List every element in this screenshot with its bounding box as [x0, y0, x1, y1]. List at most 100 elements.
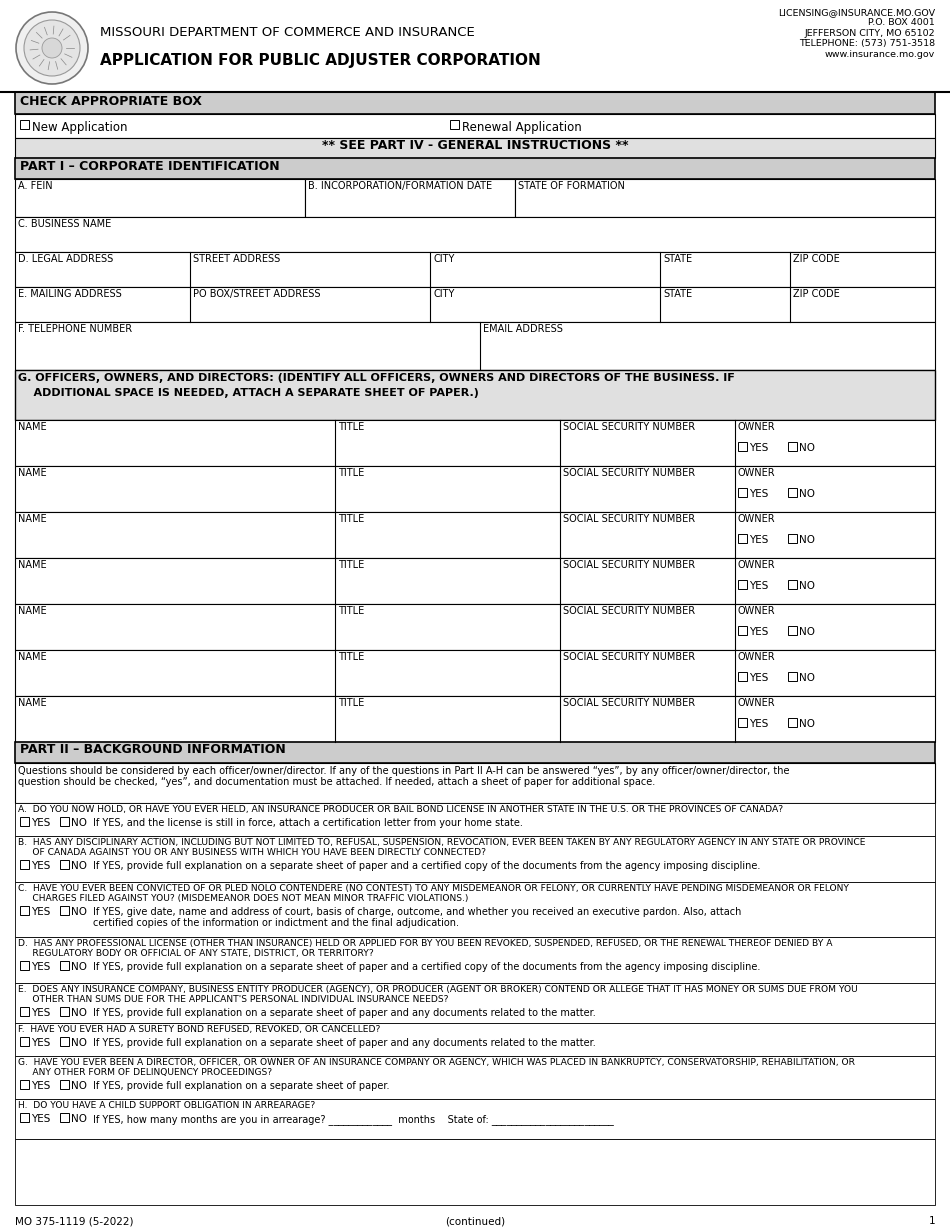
Text: NO: NO — [71, 962, 87, 972]
Bar — [15, 604, 935, 649]
Text: TITLE: TITLE — [338, 514, 364, 524]
Text: OWNER: OWNER — [738, 606, 775, 616]
Text: MISSOURI DEPARTMENT OF COMMERCE AND INSURANCE: MISSOURI DEPARTMENT OF COMMERCE AND INSU… — [100, 26, 475, 38]
Text: If YES, and the license is still in force, attach a certification letter from yo: If YES, and the license is still in forc… — [93, 818, 523, 828]
Text: NO: NO — [71, 861, 87, 871]
Text: STREET ADDRESS: STREET ADDRESS — [193, 255, 280, 264]
Text: B.  HAS ANY DISCIPLINARY ACTION, INCLUDING BUT NOT LIMITED TO, REFUSAL, SUSPENSI: B. HAS ANY DISCIPLINARY ACTION, INCLUDIN… — [18, 838, 865, 847]
Bar — [788, 672, 797, 681]
Bar — [738, 672, 747, 681]
Text: C.  HAVE YOU EVER BEEN CONVICTED OF OR PLED NOLO CONTENDERE (NO CONTEST) TO ANY : C. HAVE YOU EVER BEEN CONVICTED OF OR PL… — [18, 884, 849, 893]
Text: NO: NO — [799, 627, 815, 637]
Text: YES: YES — [31, 1081, 50, 1091]
Bar — [15, 882, 935, 937]
Text: SOCIAL SECURITY NUMBER: SOCIAL SECURITY NUMBER — [563, 697, 695, 708]
Bar — [20, 1007, 29, 1016]
Bar — [60, 817, 69, 827]
Text: NAME: NAME — [18, 514, 47, 524]
Text: OWNER: OWNER — [738, 467, 775, 478]
Bar — [0, 0, 950, 92]
Bar — [450, 121, 459, 129]
Text: YES: YES — [31, 861, 50, 871]
Text: LICENSING@INSURANCE.MO.GOV
P.O. BOX 4001
JEFFERSON CITY, MO 65102
TELEPHONE: (57: LICENSING@INSURANCE.MO.GOV P.O. BOX 4001… — [778, 9, 935, 59]
Text: If YES, how many months are you in arrearage? _____________  months    State of:: If YES, how many months are you in arrea… — [93, 1114, 614, 1125]
Text: E. MAILING ADDRESS: E. MAILING ADDRESS — [18, 289, 122, 299]
Bar — [20, 121, 29, 129]
Bar — [788, 581, 797, 589]
Text: TITLE: TITLE — [338, 422, 364, 432]
Bar — [15, 937, 935, 983]
Bar — [15, 157, 935, 180]
Text: EMAIL ADDRESS: EMAIL ADDRESS — [483, 323, 562, 335]
Bar — [15, 1057, 935, 1098]
Text: NO: NO — [799, 581, 815, 590]
Text: NAME: NAME — [18, 697, 47, 708]
Text: D.  HAS ANY PROFESSIONAL LICENSE (OTHER THAN INSURANCE) HELD OR APPLIED FOR BY Y: D. HAS ANY PROFESSIONAL LICENSE (OTHER T… — [18, 938, 832, 948]
Text: YES: YES — [749, 490, 769, 499]
Text: NAME: NAME — [18, 467, 47, 478]
Text: PART II – BACKGROUND INFORMATION: PART II – BACKGROUND INFORMATION — [20, 743, 286, 756]
Bar — [738, 488, 747, 497]
Text: If YES, provide full explanation on a separate sheet of paper and a certified co: If YES, provide full explanation on a se… — [93, 861, 760, 871]
Bar — [788, 718, 797, 727]
Text: OWNER: OWNER — [738, 697, 775, 708]
Text: NO: NO — [799, 720, 815, 729]
Text: PO BOX/STREET ADDRESS: PO BOX/STREET ADDRESS — [193, 289, 320, 299]
Text: NO: NO — [799, 443, 815, 453]
Bar — [15, 216, 935, 252]
Text: Renewal Application: Renewal Application — [462, 121, 581, 134]
Text: ZIP CODE: ZIP CODE — [793, 255, 840, 264]
Text: REGULATORY BODY OR OFFICIAL OF ANY STATE, DISTRICT, OR TERRITORY?: REGULATORY BODY OR OFFICIAL OF ANY STATE… — [18, 950, 373, 958]
Text: If YES, give date, name and address of court, basis of charge, outcome, and whet: If YES, give date, name and address of c… — [93, 907, 741, 918]
Bar — [15, 983, 935, 1023]
Bar — [305, 180, 515, 216]
Text: CHECK APPROPRIATE BOX: CHECK APPROPRIATE BOX — [20, 95, 201, 108]
Text: YES: YES — [31, 1038, 50, 1048]
Text: If YES, provide full explanation on a separate sheet of paper.: If YES, provide full explanation on a se… — [93, 1081, 389, 1091]
Text: NO: NO — [71, 1114, 87, 1124]
Text: YES: YES — [31, 1009, 50, 1018]
Text: YES: YES — [749, 535, 769, 545]
Bar — [788, 488, 797, 497]
Text: YES: YES — [31, 1114, 50, 1124]
Text: SOCIAL SECURITY NUMBER: SOCIAL SECURITY NUMBER — [563, 467, 695, 478]
Bar — [15, 696, 935, 742]
Bar — [788, 442, 797, 451]
Text: SOCIAL SECURITY NUMBER: SOCIAL SECURITY NUMBER — [563, 422, 695, 432]
Bar — [738, 718, 747, 727]
Text: SOCIAL SECURITY NUMBER: SOCIAL SECURITY NUMBER — [563, 514, 695, 524]
Text: CITY: CITY — [433, 289, 454, 299]
Text: YES: YES — [749, 720, 769, 729]
Text: CITY: CITY — [433, 255, 454, 264]
Text: A.  DO YOU NOW HOLD, OR HAVE YOU EVER HELD, AN INSURANCE PRODUCER OR BAIL BOND L: A. DO YOU NOW HOLD, OR HAVE YOU EVER HEL… — [18, 804, 783, 814]
Text: TITLE: TITLE — [338, 697, 364, 708]
Text: NO: NO — [71, 1038, 87, 1048]
Bar — [15, 763, 935, 803]
Text: APPLICATION FOR PUBLIC ADJUSTER CORPORATION: APPLICATION FOR PUBLIC ADJUSTER CORPORAT… — [100, 53, 541, 68]
Bar — [15, 419, 935, 466]
Bar — [15, 803, 935, 836]
Bar — [15, 649, 935, 696]
Bar — [15, 287, 935, 322]
Text: NO: NO — [71, 818, 87, 828]
Bar — [15, 1098, 935, 1139]
Bar — [15, 370, 935, 419]
Bar — [515, 180, 935, 216]
Text: Questions should be considered by each officer/owner/director. If any of the que: Questions should be considered by each o… — [18, 766, 789, 776]
Text: A. FEIN: A. FEIN — [18, 181, 52, 191]
Text: H.  DO YOU HAVE A CHILD SUPPORT OBLIGATION IN ARREARAGE?: H. DO YOU HAVE A CHILD SUPPORT OBLIGATIO… — [18, 1101, 315, 1109]
Text: TITLE: TITLE — [338, 606, 364, 616]
Bar — [20, 1080, 29, 1089]
Text: YES: YES — [31, 818, 50, 828]
Text: TITLE: TITLE — [338, 652, 364, 662]
Circle shape — [24, 20, 80, 76]
Bar — [15, 138, 935, 157]
Bar — [15, 1023, 935, 1057]
Text: TITLE: TITLE — [338, 560, 364, 569]
Text: F.  HAVE YOU EVER HAD A SURETY BOND REFUSED, REVOKED, OR CANCELLED?: F. HAVE YOU EVER HAD A SURETY BOND REFUS… — [18, 1025, 380, 1034]
Text: NO: NO — [71, 1009, 87, 1018]
Text: OF CANADA AGAINST YOU OR ANY BUSINESS WITH WHICH YOU HAVE BEEN DIRECTLY CONNECTE: OF CANADA AGAINST YOU OR ANY BUSINESS WI… — [18, 847, 486, 857]
Text: B. INCORPORATION/FORMATION DATE: B. INCORPORATION/FORMATION DATE — [308, 181, 492, 191]
Text: (continued): (continued) — [445, 1216, 505, 1226]
Text: ZIP CODE: ZIP CODE — [793, 289, 840, 299]
